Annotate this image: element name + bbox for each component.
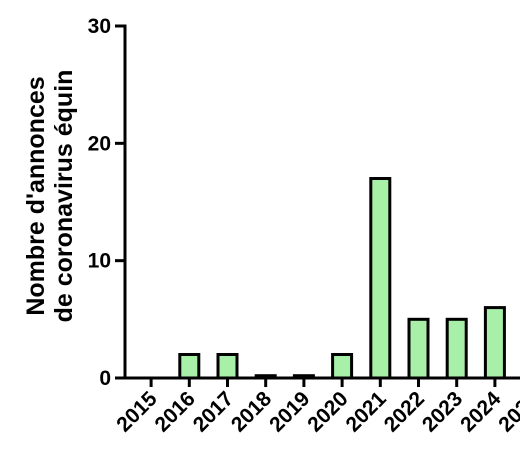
- x-tick-label-2022: 2022: [380, 387, 429, 436]
- y-tick-label: 20: [88, 132, 111, 155]
- x-axis: 2015201620172018201920202021202220232024…: [112, 376, 520, 437]
- y-tick-label: 10: [88, 250, 111, 273]
- x-tick-label-2024: 2024: [456, 387, 506, 437]
- x-tick-label-2020: 2020: [303, 387, 352, 436]
- x-tick-label-2018: 2018: [227, 387, 277, 437]
- bar-2024: [483, 306, 506, 380]
- bar-2020: [331, 353, 354, 380]
- x-tick-label-2015: 2015: [112, 387, 162, 437]
- bar-2016: [178, 353, 201, 380]
- x-tick-label-2025: 2025: [494, 387, 520, 437]
- bar-2023: [445, 317, 468, 380]
- bar-2022: [407, 317, 430, 380]
- y-axis-title: Nombre d'annonces de coronavirus équin: [22, 70, 78, 323]
- y-tick-label: 30: [88, 15, 111, 38]
- y-axis-title-line-2: de coronavirus équin: [50, 70, 78, 323]
- y-tick-label: 0: [99, 367, 111, 390]
- x-tick-label-2017: 2017: [189, 387, 238, 436]
- bar-2017: [216, 353, 239, 380]
- y-axis-title-line-1: Nombre d'annonces: [22, 76, 50, 315]
- bar-2021: [369, 177, 392, 380]
- x-tick-label-2016: 2016: [151, 387, 200, 436]
- x-tick-label-2019: 2019: [265, 387, 314, 436]
- y-axis: 0 10 20 30: [88, 15, 127, 390]
- bars-group: [178, 177, 506, 380]
- x-tick-label-2023: 2023: [418, 387, 467, 436]
- x-tick-label-2021: 2021: [342, 387, 392, 437]
